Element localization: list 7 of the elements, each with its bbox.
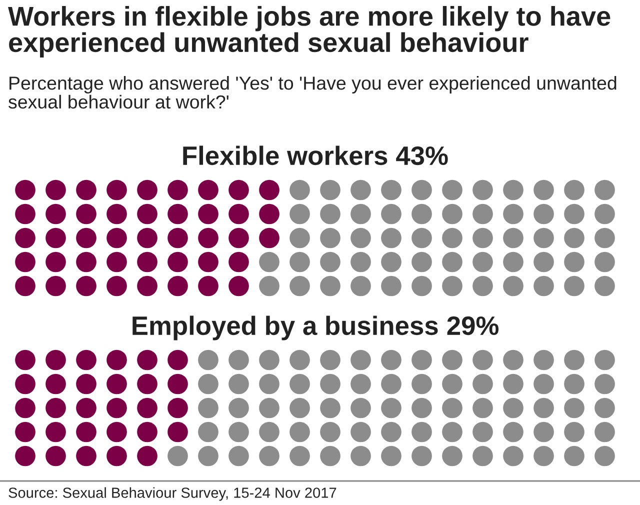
- source-note: Source: Sexual Behaviour Survey, 15-24 Nov 2017: [8, 487, 336, 501]
- data-label: 29%: [447, 316, 498, 336]
- category-label: Flexible workers: [183, 146, 388, 166]
- category-label: Employed by a business: [132, 316, 438, 340]
- text: Workers in flexible jobs are more likely to have experienced unwanted sexual behaviour: [8, 6, 610, 58]
- data-label: 43%: [396, 146, 448, 166]
- text: Percentage who answered 'Yes' to 'Have you ever experienced unwanted sexual behaviour at work?': [8, 76, 616, 109]
